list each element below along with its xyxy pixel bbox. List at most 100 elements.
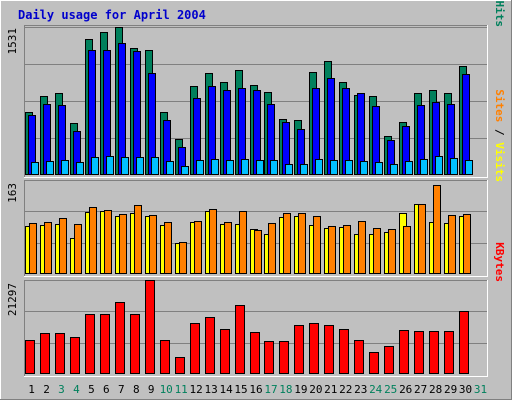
bar-pages-day-20 (315, 159, 323, 175)
y-max-label: 163 (6, 183, 19, 203)
bar-kbytes-day-20 (309, 323, 319, 374)
bar-sites-day-8 (134, 205, 142, 274)
x-tick-label-day-21: 21 (324, 383, 337, 396)
bar-kbytes-day-18 (279, 341, 289, 374)
bar-pages-day-9 (151, 157, 159, 175)
x-tick-label-day-16: 16 (249, 383, 262, 396)
x-tick-label-day-31: 31 (474, 383, 487, 396)
bar-files-day-30 (462, 74, 470, 175)
x-tick-label-day-30: 30 (459, 383, 472, 396)
bar-sites-day-16 (254, 230, 262, 274)
bar-kbytes-day-1 (25, 340, 35, 374)
x-tick-label-day-26: 26 (399, 383, 412, 396)
bar-pages-day-24 (375, 162, 383, 175)
x-tick-label-day-20: 20 (309, 383, 322, 396)
bar-pages-day-15 (241, 159, 249, 175)
bar-sites-day-18 (283, 213, 291, 274)
bar-sites-day-22 (343, 225, 351, 274)
bar-kbytes-day-15 (235, 305, 245, 374)
series-label-hits-files-pages: Pages / Files / Hits (493, 0, 506, 27)
chart-title: Daily usage for April 2004 (18, 8, 206, 22)
bar-files-day-8 (133, 51, 141, 175)
bar-kbytes-day-3 (55, 333, 65, 374)
x-tick-label-day-24: 24 (369, 383, 383, 396)
bar-sites-day-2 (44, 222, 52, 274)
chart-panels: 1531 Pages / Files / Hits 163 Sites / Visit… (6, 0, 506, 377)
bar-sites-day-15 (239, 211, 247, 274)
x-tick-label-day-8: 8 (133, 383, 140, 396)
bar-sites-day-5 (89, 207, 97, 274)
x-tick-label-day-23: 23 (354, 383, 367, 396)
panel-kbytes: 21297 KBytes (6, 242, 506, 377)
bar-kbytes-day-4 (70, 337, 80, 374)
bar-pages-day-10 (166, 161, 174, 175)
bar-pages-day-13 (211, 159, 219, 175)
bar-kbytes-day-13 (205, 317, 215, 374)
x-tick-label-day-25: 25 (384, 383, 397, 396)
series-label-visits-sites: Sites / Visits (493, 89, 506, 182)
bar-pages-day-6 (106, 156, 114, 175)
bar-sites-day-4 (74, 224, 82, 274)
bar-pages-day-2 (46, 161, 54, 175)
bar-kbytes-day-9 (145, 280, 155, 374)
bar-sites-day-17 (268, 223, 276, 274)
bar-kbytes-day-16 (250, 332, 260, 374)
bar-pages-day-27 (420, 159, 428, 175)
bar-sites-day-26 (403, 226, 411, 274)
bar-pages-day-18 (285, 164, 293, 175)
panel-visits-sites: 163 Sites / Visits (6, 89, 506, 277)
bar-kbytes-day-6 (100, 314, 110, 374)
x-tick-label-day-11: 11 (175, 383, 188, 396)
bar-pages-day-11 (181, 166, 189, 175)
x-tick-label-day-18: 18 (279, 383, 292, 396)
x-tick-label-day-12: 12 (189, 383, 202, 396)
x-tick-label-day-22: 22 (339, 383, 352, 396)
bar-pages-day-17 (270, 160, 278, 175)
bar-kbytes-day-24 (369, 352, 379, 374)
bar-kbytes-day-30 (459, 311, 469, 374)
bar-kbytes-day-21 (324, 325, 334, 374)
bar-pages-day-30 (465, 160, 473, 175)
bar-kbytes-day-7 (115, 302, 125, 374)
bar-kbytes-day-17 (264, 341, 274, 374)
x-tick-label-day-17: 17 (264, 383, 277, 396)
x-tick-label-day-29: 29 (444, 383, 457, 396)
bar-pages-day-28 (435, 156, 443, 175)
bar-pages-day-25 (390, 164, 398, 175)
bar-sites-day-7 (119, 214, 127, 274)
x-tick-label-day-3: 3 (58, 383, 65, 396)
x-tick-label-day-14: 14 (219, 383, 233, 396)
x-axis-day-labels: 1 2 3 4 5 6 7 8 9 10 11 12 13 14 15 16 17 18 19 20 21 22 23 24 2… (28, 383, 487, 396)
bar-sites-day-27 (418, 204, 426, 274)
bar-pages-day-26 (405, 161, 413, 175)
bar-sites-day-6 (104, 210, 112, 274)
bar-pages-day-16 (256, 160, 264, 175)
bar-kbytes-day-29 (444, 331, 454, 374)
bar-kbytes-day-19 (294, 325, 304, 374)
x-tick-label-day-27: 27 (414, 383, 427, 396)
bar-kbytes-day-8 (130, 314, 140, 374)
bar-files-day-7 (118, 43, 126, 175)
bar-pages-day-22 (345, 160, 353, 175)
bar-pages-day-3 (61, 160, 69, 175)
x-tick-label-day-6: 6 (103, 383, 110, 396)
bar-sites-day-25 (388, 229, 396, 274)
bar-kbytes-day-2 (40, 333, 50, 374)
bar-kbytes-day-14 (220, 329, 230, 374)
x-tick-label-day-5: 5 (88, 383, 95, 396)
bar-pages-day-8 (136, 157, 144, 175)
bar-sites-day-23 (358, 221, 366, 274)
bar-files-day-6 (103, 50, 111, 175)
bar-kbytes-day-28 (429, 331, 439, 374)
bar-pages-day-7 (121, 157, 129, 175)
bar-pages-day-1 (31, 162, 39, 175)
bar-sites-day-29 (448, 215, 456, 274)
x-tick-label-day-2: 2 (43, 383, 50, 396)
bar-pages-day-5 (91, 157, 99, 175)
bar-kbytes-day-10 (160, 340, 170, 374)
x-tick-label-day-13: 13 (204, 383, 217, 396)
bar-pages-day-4 (76, 162, 84, 175)
bar-sites-day-13 (209, 209, 217, 274)
bar-pages-day-12 (196, 160, 204, 175)
bar-pages-day-19 (300, 164, 308, 175)
